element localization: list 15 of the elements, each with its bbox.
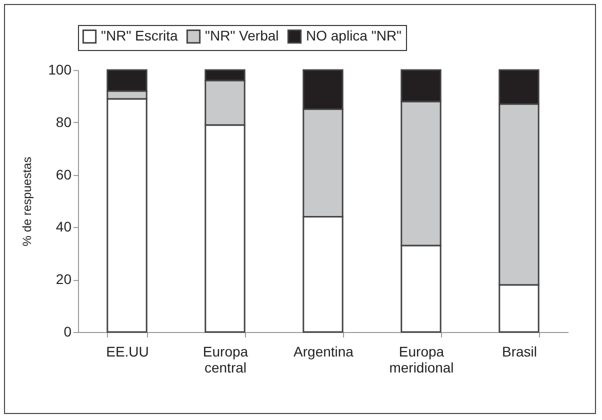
legend-label: "NR" Verbal	[205, 28, 279, 44]
y-tick-label: 40	[56, 218, 72, 235]
x-tick-label: Europa meridional	[389, 344, 454, 376]
legend-label: NO aplica "NR"	[306, 28, 402, 44]
x-tick-label: Argentina	[294, 344, 354, 360]
x-tick-label: Brasil	[502, 344, 538, 360]
y-tick-label: 100	[48, 62, 72, 78]
legend-label: "NR" Escrita	[101, 28, 178, 44]
x-tick-label: EE.UU	[106, 344, 149, 360]
x-tick-label: Europa central	[202, 344, 248, 376]
y-tick-label: 0	[64, 324, 72, 340]
y-tick-label: 80	[56, 114, 72, 130]
y-tick-label: 60	[56, 166, 72, 182]
y-tick-label: 20	[56, 271, 72, 288]
y-axis-title: % de respuestas	[20, 156, 34, 246]
